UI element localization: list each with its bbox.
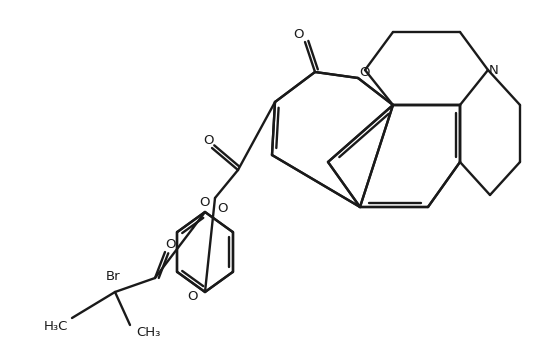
- Text: Br: Br: [106, 270, 120, 283]
- Text: O: O: [294, 27, 304, 40]
- Text: O: O: [217, 201, 227, 214]
- Text: O: O: [204, 133, 214, 146]
- Text: N: N: [489, 64, 499, 77]
- Text: O: O: [359, 66, 369, 79]
- Text: CH₃: CH₃: [136, 326, 160, 339]
- Text: O: O: [187, 290, 197, 303]
- Text: O: O: [165, 238, 175, 251]
- Text: O: O: [200, 197, 210, 210]
- Text: H₃C: H₃C: [44, 319, 68, 332]
